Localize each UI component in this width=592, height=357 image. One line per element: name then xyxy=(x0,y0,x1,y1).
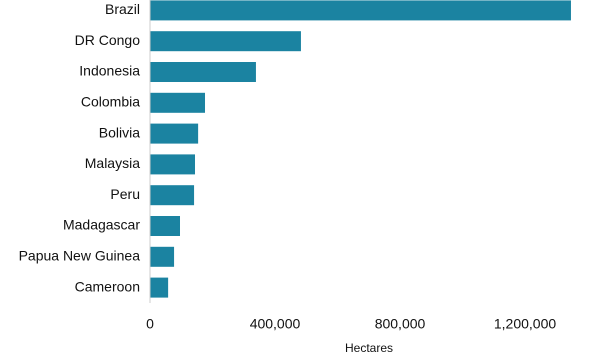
y-tick-label: Bolivia xyxy=(99,124,140,140)
y-tick-label: Papua New Guinea xyxy=(19,248,141,264)
bar xyxy=(150,216,181,236)
bar xyxy=(150,31,301,52)
bar xyxy=(150,154,196,175)
y-tick-label: Madagascar xyxy=(63,217,140,233)
bar xyxy=(150,185,195,206)
y-tick-label: Brazil xyxy=(105,1,140,17)
y-tick-label: Indonesia xyxy=(79,63,140,79)
y-tick-label: DR Congo xyxy=(75,32,141,48)
bar xyxy=(150,92,206,113)
bar xyxy=(150,123,199,144)
x-tick-label: 800,000 xyxy=(375,316,426,332)
bar xyxy=(150,277,169,298)
y-tick-label: Cameroon xyxy=(75,278,140,294)
y-tick-label: Colombia xyxy=(81,94,140,110)
y-tick-label: Peru xyxy=(110,186,140,202)
bar xyxy=(150,62,256,82)
bar xyxy=(150,246,175,267)
bar xyxy=(150,0,571,21)
y-tick-label: Malaysia xyxy=(85,155,140,171)
x-tick-label: 400,000 xyxy=(250,316,301,332)
x-tick-label: 0 xyxy=(146,316,154,332)
x-tick-label: 1,200,000 xyxy=(494,316,556,332)
x-axis-label: Hectares xyxy=(345,341,393,355)
